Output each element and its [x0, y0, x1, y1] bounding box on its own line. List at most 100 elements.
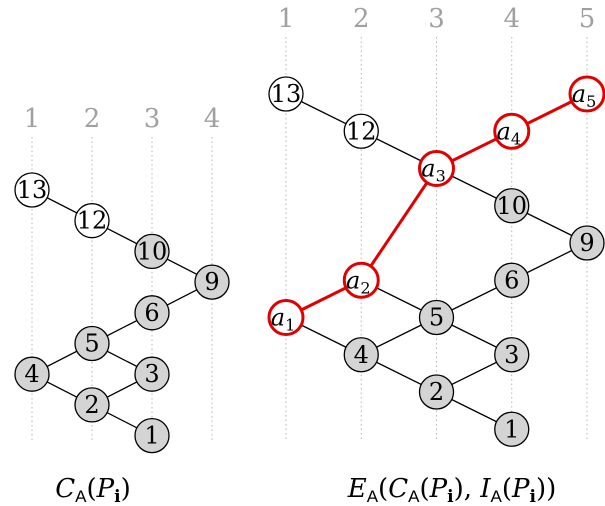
right-node-a1: a1: [267, 299, 305, 336]
right-caption-arg1: P: [429, 474, 448, 504]
right-node-label: 5: [429, 304, 444, 332]
left-caption: CA(Pi): [55, 474, 131, 506]
right-node-circle: [569, 225, 605, 261]
right-node-13: 13: [268, 76, 304, 112]
right-caption-sub: A: [367, 487, 379, 506]
right-node-label: 2: [429, 378, 444, 406]
left-node-circle: [74, 203, 110, 239]
right-node-circle: [418, 299, 455, 336]
right-node-circle: [343, 113, 379, 149]
right-node-circle: [493, 112, 531, 150]
right-column-label: 4: [503, 4, 520, 34]
left-node-9: 9: [194, 264, 230, 300]
left-node-label: 13: [17, 176, 48, 204]
right-node-label: 9: [579, 229, 594, 257]
left-node-label: 4: [24, 360, 39, 388]
right-node-label: a1: [271, 304, 296, 335]
right-node-label: 10: [496, 192, 527, 220]
right-node-circle: [343, 337, 379, 373]
right-column-label: 3: [428, 4, 445, 34]
right-node-label: 4: [354, 341, 369, 369]
right-caption-inner2-sub: A: [491, 487, 503, 506]
right-node-a5: a5: [568, 75, 605, 113]
left-node-label: 1: [144, 422, 159, 450]
left-caption-sub: A: [75, 487, 87, 506]
right-node-label: a5: [572, 80, 597, 111]
left-caption-arg: P: [96, 474, 115, 504]
right-node-10: 10: [494, 188, 530, 224]
right-caption: EA(CA(Pi), IA(Pi)): [347, 474, 557, 506]
right-node-label: 6: [504, 266, 519, 294]
right-node-4: 4: [343, 337, 379, 373]
left-node-1: 1: [134, 417, 170, 454]
right-node-12: 12: [343, 113, 379, 149]
left-column-label: 2: [84, 104, 101, 134]
right-red-edge-a2-a3: [360, 167, 438, 282]
right-node-label: a3: [421, 155, 446, 186]
right-node-label: 3: [504, 341, 519, 369]
right-caption-inner1: C: [388, 474, 408, 504]
right-node-circle: [494, 337, 530, 373]
right-node-circle: [268, 76, 304, 112]
left-node-circle: [134, 417, 170, 454]
right-node-circle: [418, 150, 455, 187]
right-node-label: 1: [504, 415, 519, 443]
right-node-a3: a3: [418, 150, 455, 187]
right-node-circle: [267, 299, 305, 336]
left-node-6: 6: [134, 295, 170, 331]
right-node-circle: [418, 374, 455, 410]
right-node-circle: [494, 188, 530, 224]
left-node-13: 13: [14, 172, 50, 208]
right-caption-inner2: I: [479, 474, 491, 504]
left-node-label: 6: [144, 299, 159, 327]
left-column-label: 1: [24, 104, 41, 134]
right-node-1: 1: [494, 411, 530, 447]
right-caption-argsub2: i: [530, 487, 537, 506]
right-column-label: 5: [579, 4, 596, 34]
left-caption-argsub: i: [114, 487, 121, 506]
left-node-circle: [14, 172, 50, 208]
left-node-label: 10: [137, 237, 168, 265]
right-node-6: 6: [494, 262, 530, 298]
right-node-label: 12: [346, 117, 377, 145]
right-caption-arg2: P: [511, 474, 530, 504]
left-node-circle: [134, 356, 170, 392]
right-node-circle: [342, 261, 380, 299]
right-node-3: 3: [494, 337, 530, 373]
right-node-label: a2: [346, 266, 371, 297]
left-caption-main: C: [55, 474, 75, 504]
left-node-label: 2: [84, 391, 99, 419]
right-node-a2: a2: [342, 261, 380, 299]
left-column-label: 4: [204, 104, 221, 134]
left-node-2: 2: [74, 387, 110, 423]
left-node-circle: [74, 387, 110, 423]
left-node-circle: [74, 325, 110, 362]
left-node-circle: [134, 233, 170, 270]
left-node-label: 3: [144, 360, 159, 388]
left-node-5: 5: [74, 325, 110, 362]
left-node-circle: [14, 356, 50, 392]
right-node-circle: [494, 262, 530, 298]
left-node-4: 4: [14, 356, 50, 392]
right-node-label: a4: [497, 117, 522, 148]
left-node-12: 12: [74, 203, 110, 239]
right-node-5: 5: [418, 299, 455, 336]
left-node-label: 5: [84, 330, 99, 358]
left-node-circle: [134, 295, 170, 331]
right-node-circle: [568, 75, 605, 113]
right-column-label: 1: [278, 4, 295, 34]
right-node-circle: [494, 411, 530, 447]
right-column-label: 2: [353, 4, 370, 34]
right-node-a4: a4: [493, 112, 531, 150]
left-node-3: 3: [134, 356, 170, 392]
left-node-circle: [194, 264, 230, 300]
left-column-label: 3: [144, 104, 161, 134]
left-node-label: 9: [204, 268, 219, 296]
right-caption-main: E: [347, 474, 367, 504]
right-caption-argsub1: i: [447, 487, 454, 506]
right-node-2: 2: [418, 374, 455, 410]
left-node-10: 10: [134, 233, 170, 270]
